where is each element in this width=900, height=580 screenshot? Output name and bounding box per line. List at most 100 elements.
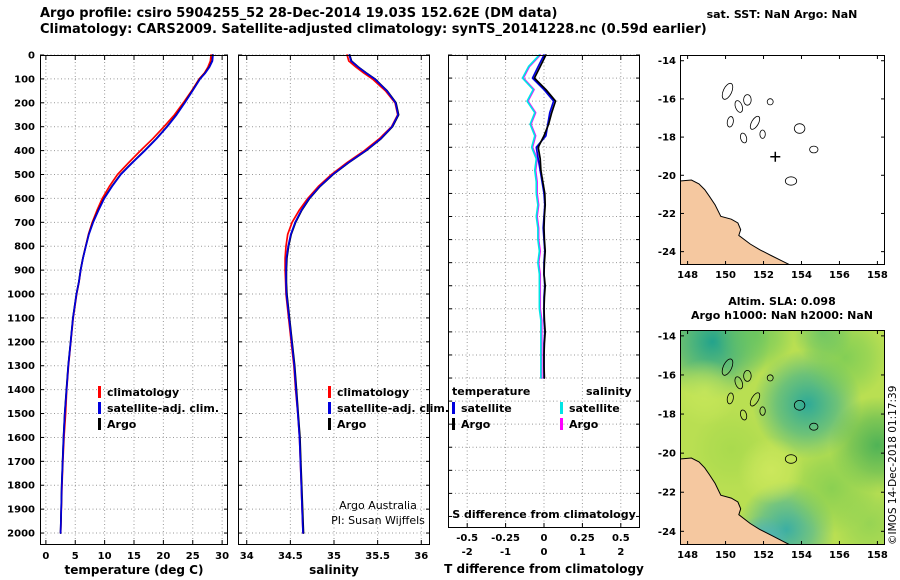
svg-text:1200: 1200 <box>7 337 35 348</box>
imos-credit: ©IMOS 14-Dec-2018 01:17:39 <box>887 385 899 545</box>
reef-outline <box>726 116 734 128</box>
svg-text:300: 300 <box>14 122 35 133</box>
s-argo-line-marker <box>560 418 563 430</box>
temperature-profile-chart: 0100200300400500600700800900100011001200… <box>7 51 229 563</box>
svg-text:800: 800 <box>14 242 35 253</box>
svg-text:-0.5: -0.5 <box>456 533 478 544</box>
svg-text:5: 5 <box>72 551 79 562</box>
legend-item-argo: Argo <box>98 416 219 432</box>
svg-text:200: 200 <box>14 98 35 109</box>
curve-argo <box>59 54 214 534</box>
svg-text:-14: -14 <box>658 331 676 342</box>
reef-outline <box>734 376 744 390</box>
plot-frame <box>238 55 430 545</box>
altimetry-sla-map: 148 150 152 154 156 158 -14 -16 -18 -20 -22 -24 <box>658 330 888 561</box>
diff-legend-temperature-header: temperature <box>452 385 531 398</box>
grid <box>448 54 640 528</box>
svg-text:158: 158 <box>867 270 888 281</box>
salinity-axis-label: salinity <box>309 563 359 577</box>
svg-text:156: 156 <box>829 270 850 281</box>
svg-text:10: 10 <box>98 551 112 562</box>
svg-text:36: 36 <box>414 551 428 562</box>
argo-australia-annotation: Argo Australia PI: Susan Wijffels <box>286 498 470 528</box>
sla-field <box>680 330 885 545</box>
legend-label-s-satellite: satellite <box>569 401 620 415</box>
legend-item-s-satellite: satellite <box>560 400 632 416</box>
reef-outline <box>749 115 761 130</box>
svg-text:154: 154 <box>791 270 812 281</box>
legend-label-climatology: climatology <box>337 385 410 399</box>
svg-text:30: 30 <box>215 551 229 562</box>
reef-outline <box>766 98 774 106</box>
svg-text:0.25: 0.25 <box>570 533 595 544</box>
plot-frame <box>40 55 228 545</box>
svg-text:-16: -16 <box>658 94 676 105</box>
title-line-1: Argo profile: csiro 5904255_52 28-Dec-20… <box>40 6 558 21</box>
svg-text:-24: -24 <box>658 247 676 258</box>
svg-text:1000: 1000 <box>7 290 35 301</box>
legend-label-climatology: climatology <box>107 385 180 399</box>
legend-label-s-argo: Argo <box>569 417 599 431</box>
svg-text:35: 35 <box>327 551 341 562</box>
land-area <box>680 458 791 545</box>
svg-text:35.5: 35.5 <box>365 551 390 562</box>
reef-outline <box>721 82 734 100</box>
svg-text:-22: -22 <box>658 209 676 220</box>
diff-legend-salinity-header: salinity <box>586 385 632 398</box>
curve-satellite-adj-clim <box>59 54 214 534</box>
salinity-legend: climatology satellite-adj. clim. Argo <box>328 384 449 432</box>
curve-satellite-adj-clim <box>285 54 399 534</box>
svg-text:500: 500 <box>14 170 35 181</box>
map-frame <box>680 330 885 545</box>
legend-label-satellite-clim: satellite-adj. clim. <box>337 401 450 415</box>
sst-location-map: 148 150 152 154 156 158 -14 -16 -18 -20 -22 -24 <box>658 55 888 281</box>
temperature-legend: climatology satellite-adj. clim. Argo <box>98 384 219 432</box>
svg-text:150: 150 <box>715 270 736 281</box>
svg-text:-20: -20 <box>658 171 676 182</box>
satellite-clim-line-marker <box>328 402 331 414</box>
svg-text:-14: -14 <box>658 56 676 67</box>
temperature-axis-label: temperature (deg C) <box>64 563 204 577</box>
reef-outline <box>766 374 774 382</box>
argo-line-marker <box>328 418 331 430</box>
grid <box>238 54 430 545</box>
legend-label-t-satellite: satellite <box>461 401 512 415</box>
svg-text:600: 600 <box>14 194 35 205</box>
sla-title-line-2: Argo h1000: NaN h2000: NaN <box>690 309 874 322</box>
curves <box>59 54 214 534</box>
reef-outline <box>743 370 752 382</box>
climatology-line-marker <box>98 386 101 398</box>
t-satellite-line-marker <box>452 402 455 414</box>
svg-text:-24: -24 <box>658 527 676 538</box>
svg-text:400: 400 <box>14 146 35 157</box>
svg-text:154: 154 <box>791 550 812 561</box>
s-satellite-line-marker <box>560 402 563 414</box>
legend-item-t-argo: Argo <box>452 416 530 432</box>
reef-outline <box>726 392 734 405</box>
svg-text:-18: -18 <box>658 133 676 144</box>
diff-legend-temperature: temperature satellite Argo <box>452 384 530 432</box>
curve-climatology <box>59 54 212 534</box>
legend-item-s-argo: Argo <box>560 416 632 432</box>
reef-outline <box>784 176 798 186</box>
legend-label-argo: Argo <box>107 417 137 431</box>
legend-item-argo: Argo <box>328 416 449 432</box>
reef-outline <box>809 422 819 431</box>
sla-title-line-1: Altim. SLA: 0.098 <box>728 295 836 308</box>
t-argo-line-marker <box>452 418 455 430</box>
map-frame <box>680 55 885 265</box>
reef-outline <box>749 392 761 407</box>
coastline <box>680 179 791 265</box>
svg-text:1300: 1300 <box>7 361 35 372</box>
svg-text:100: 100 <box>14 74 35 85</box>
sst-map-title: sat. SST: NaN Argo: NaN <box>706 8 858 21</box>
legend-item-satellite-clim: satellite-adj. clim. <box>328 400 449 416</box>
svg-text:0: 0 <box>28 51 35 62</box>
climatology-line-marker <box>328 386 331 398</box>
difference-chart: -0.5 -0.25 0 0.25 0.5 -2 -1 0 1 2 <box>448 54 640 558</box>
map-axes-ticks: 148 150 152 154 156 158 -14 -16 -18 -20 -22 -24 <box>658 330 888 561</box>
svg-text:34.5: 34.5 <box>278 551 303 562</box>
svg-text:1700: 1700 <box>7 457 35 468</box>
svg-text:15: 15 <box>127 551 141 562</box>
reef-outline <box>721 358 734 376</box>
